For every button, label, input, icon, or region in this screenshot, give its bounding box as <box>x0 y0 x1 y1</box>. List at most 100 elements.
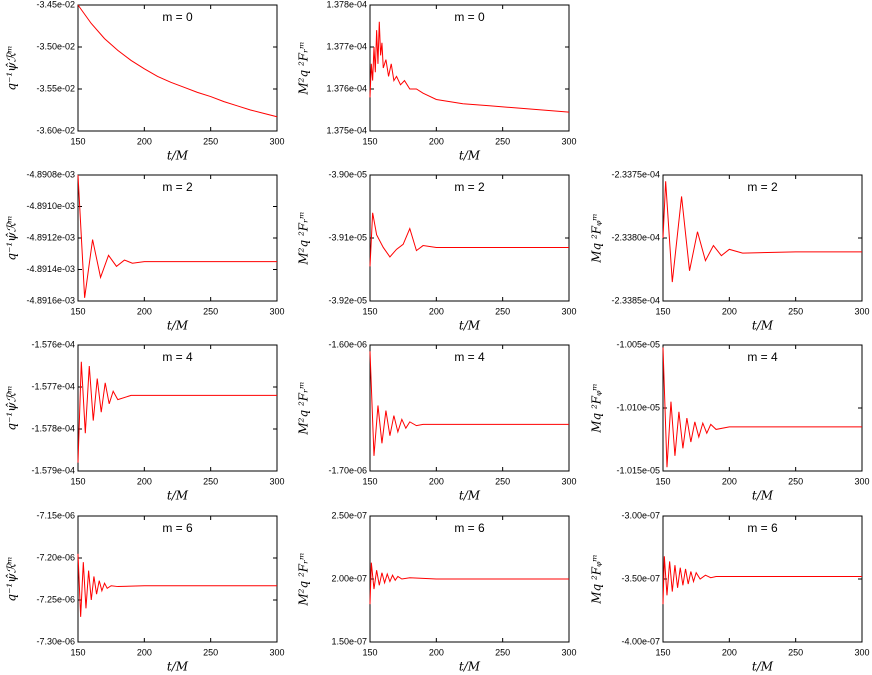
y-tick-label: -4.00e-07 <box>621 636 660 646</box>
x-tick-label: 200 <box>429 136 444 146</box>
y-tick-label: -1.60e-06 <box>328 339 367 349</box>
x-axis-label: t/M <box>752 489 774 503</box>
x-axis-label: t/M <box>459 489 481 503</box>
y-tick-label: -1.015e-05 <box>616 465 660 475</box>
panel: 150 200 250 300 -2.3385e-04 -2.3380e-04 -2.337… <box>590 169 870 332</box>
panel-title: m = 4 <box>162 350 193 364</box>
x-tick-label: 250 <box>203 647 218 657</box>
y-tick-label: -3.90e-05 <box>328 169 367 179</box>
data-line <box>77 174 277 298</box>
y-axis-label: Mq ²Fᵩᵐ <box>590 554 604 605</box>
x-tick-label: 250 <box>203 136 218 146</box>
x-tick-label: 200 <box>137 136 152 146</box>
y-tick-label: 2.50e-07 <box>331 510 367 520</box>
y-tick-label: -3.50e-07 <box>621 573 660 583</box>
plot-frame <box>77 344 278 472</box>
y-tick-label: -3.91e-05 <box>328 232 367 242</box>
panel-title: m = 6 <box>162 521 193 535</box>
x-tick-label: 200 <box>429 647 444 657</box>
x-tick-label: 250 <box>788 647 803 657</box>
x-axis-label: t/M <box>167 489 189 503</box>
x-tick-label: 300 <box>269 476 284 486</box>
panel-title: m = 0 <box>162 10 193 24</box>
data-line <box>662 347 862 468</box>
x-tick-label: 250 <box>788 476 803 486</box>
y-tick-label: -1.578e-04 <box>31 423 75 433</box>
x-tick-label: 200 <box>429 476 444 486</box>
plot-frame <box>77 4 278 132</box>
y-axis-label: M²q ²Fᵣᵐ <box>297 41 311 95</box>
x-tick-label: 200 <box>429 306 444 316</box>
panel: 150 200 250 300 1.50e-07 2.00e-07 2.50e-07 m = … <box>297 510 577 673</box>
panel-title: m = 4 <box>454 350 485 364</box>
panel: 150 200 250 300 -4.00e-07 -3.50e-07 -3.00e-07 m… <box>590 510 870 673</box>
y-tick-label: 2.00e-07 <box>331 573 367 583</box>
x-tick-label: 150 <box>655 476 670 486</box>
x-tick-label: 300 <box>854 306 869 316</box>
y-tick-label: -4.8908e-03 <box>26 169 75 179</box>
y-tick-label: 1.378e-04 <box>326 0 367 9</box>
y-tick-label: -7.15e-06 <box>36 510 75 520</box>
panel-title: m = 2 <box>454 180 485 194</box>
x-tick-label: 250 <box>495 476 510 486</box>
data-line <box>662 181 862 283</box>
y-tick-label: -1.577e-04 <box>31 381 75 391</box>
y-axis-label: Mq ²Fᵩᵐ <box>590 383 604 434</box>
y-axis-label: M²q ²Fᵣᵐ <box>297 211 311 265</box>
y-tick-label: 1.377e-04 <box>326 41 367 51</box>
data-line <box>77 4 278 118</box>
y-axis-label: q⁻¹ψ̂ℛᵐ <box>5 215 19 260</box>
x-tick-label: 150 <box>70 136 85 146</box>
x-tick-label: 200 <box>722 647 737 657</box>
panel: 150 200 250 300 -7.30e-06 -7.25e-06 -7.20e-06 -… <box>5 510 285 673</box>
x-tick-label: 300 <box>561 306 576 316</box>
x-tick-label: 250 <box>203 476 218 486</box>
y-axis-label: q⁻¹ψ̂ℛᵐ <box>5 45 19 90</box>
data-line <box>369 351 569 456</box>
panel-title: m = 2 <box>747 180 778 194</box>
panel: 150 200 250 300 -3.92e-05 -3.91e-05 -3.90e-05 m… <box>297 169 577 332</box>
x-tick-label: 150 <box>70 647 85 657</box>
plot-frame <box>369 344 570 472</box>
data-line <box>369 21 570 113</box>
x-tick-label: 250 <box>495 306 510 316</box>
x-tick-label: 300 <box>561 476 576 486</box>
y-tick-label: -3.92e-05 <box>328 295 367 305</box>
x-tick-label: 150 <box>655 647 670 657</box>
y-tick-label: -2.3375e-04 <box>611 169 660 179</box>
y-tick-label: -3.45e-02 <box>36 0 75 9</box>
x-tick-label: 250 <box>495 647 510 657</box>
y-tick-label: -2.3380e-04 <box>611 232 660 242</box>
y-tick-label: 1.50e-07 <box>331 636 367 646</box>
x-tick-label: 150 <box>70 476 85 486</box>
x-axis-label: t/M <box>167 319 189 333</box>
y-tick-label: -3.50e-02 <box>36 41 75 51</box>
y-tick-label: -3.60e-02 <box>36 125 75 135</box>
panel-title: m = 2 <box>162 180 193 194</box>
y-tick-label: -7.25e-06 <box>36 594 75 604</box>
x-tick-label: 150 <box>362 647 377 657</box>
panel-title: m = 6 <box>747 521 778 535</box>
x-tick-label: 250 <box>788 306 803 316</box>
x-axis-label: t/M <box>167 149 189 163</box>
y-axis-label: M²q ²Fᵣᵐ <box>297 552 311 606</box>
y-tick-label: 1.375e-04 <box>326 125 367 135</box>
data-line <box>77 361 277 463</box>
y-tick-label: -1.70e-06 <box>328 465 367 475</box>
data-line <box>77 553 277 617</box>
panel: 150 200 250 300 -1.70e-06 -1.60e-06 m = 4 t/M M²… <box>297 339 577 502</box>
panel: 150 200 250 300 1.375e-04 1.376e-04 1.377e-04 1… <box>297 0 577 163</box>
x-tick-label: 300 <box>854 476 869 486</box>
x-tick-label: 200 <box>137 306 152 316</box>
x-tick-label: 300 <box>561 647 576 657</box>
y-tick-label: -1.579e-04 <box>31 465 75 475</box>
x-axis-label: t/M <box>459 319 481 333</box>
y-tick-label: -4.8912e-03 <box>26 232 75 242</box>
x-axis-label: t/M <box>752 660 774 674</box>
x-tick-label: 150 <box>362 306 377 316</box>
panel: 150 200 250 300 -1.015e-05 -1.010e-05 -1.005e-… <box>590 339 870 502</box>
y-tick-label: -1.010e-05 <box>616 402 660 412</box>
panel: 150 200 250 300 -3.60e-02 -3.55e-02 -3.50e-02 -… <box>5 0 285 163</box>
panel-title: m = 4 <box>747 350 778 364</box>
